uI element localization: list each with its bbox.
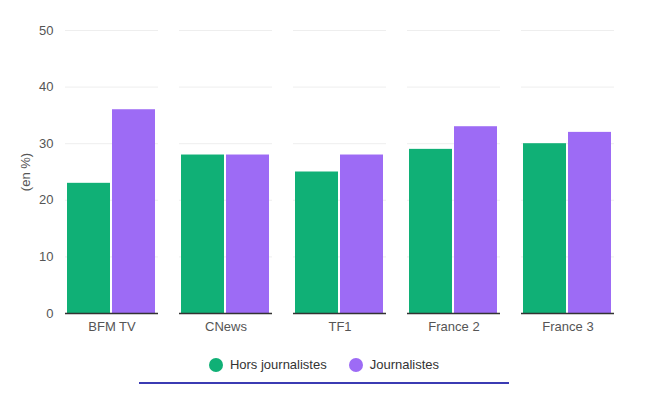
svg-text:0: 0 (46, 306, 53, 321)
html-text:Journalistes: Journalistes (369, 357, 440, 372)
svg-text:20: 20 (39, 192, 53, 207)
svg-text:France 3: France 3 (542, 319, 593, 334)
svg-text:BFM TV: BFM TV (88, 319, 136, 334)
svg-text:TF1: TF1 (328, 319, 351, 334)
svg-text:30: 30 (39, 136, 53, 151)
svg-text:(en %): (en %) (18, 153, 33, 191)
svg-text:50: 50 (39, 23, 53, 38)
svg-text:France 2: France 2 (428, 319, 479, 334)
svg-text:CNews: CNews (205, 319, 247, 334)
svg-text:10: 10 (39, 249, 53, 264)
svg-text:40: 40 (39, 79, 53, 94)
html-text:Hors journalistes: Hors journalistes (229, 357, 327, 372)
